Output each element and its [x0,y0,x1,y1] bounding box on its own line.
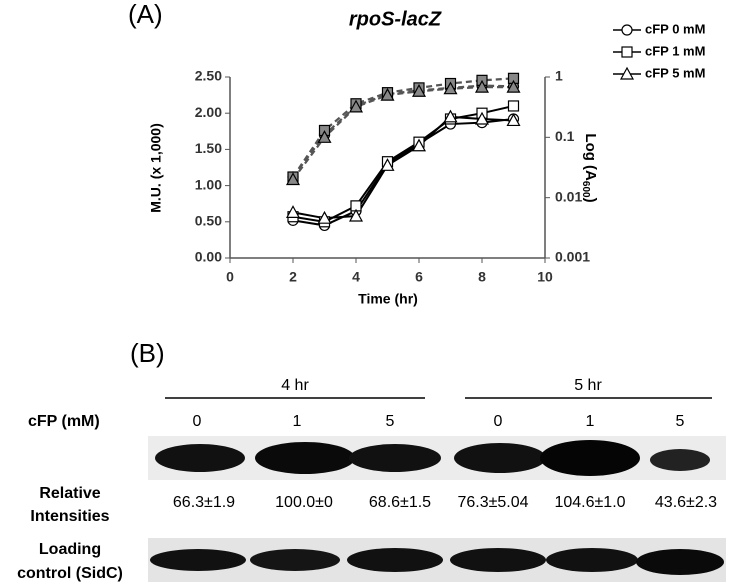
band [155,444,245,472]
band [349,444,441,472]
y2-line [292,86,514,181]
y2-point [443,81,458,95]
band [546,548,638,572]
y2-tick-label: 0.1 [555,128,575,144]
legend-label: cFP 5 mM [645,65,705,80]
y2-point [380,87,395,101]
lane-label: 1 [293,413,302,430]
point [317,210,332,224]
legend-label: cFP 1 mM [645,43,705,58]
point [474,111,490,125]
row-label: Intensities [30,508,109,525]
band [454,443,546,473]
x-tick-label: 4 [352,269,360,285]
y2-label-end: ) [582,198,599,203]
panel-label: (A) [128,0,163,29]
lane-label: 5 [386,413,395,430]
x-tick-label: 0 [226,269,234,285]
y-tick-label: 1.00 [195,176,222,192]
group-label: 4 hr [281,377,309,394]
intensity: 43.6±2.3 [655,494,717,511]
row-label: cFP (mM) [28,413,100,430]
band [255,442,355,474]
y-axis-label: M.U. (x 1,000) [148,123,164,212]
x-axis-label: Time (hr) [358,291,418,307]
legend-label: cFP 0 mM [645,21,705,36]
lane-label: 0 [494,413,503,430]
y-tick-label: 2.00 [195,104,222,120]
panel-label: (B) [130,338,165,368]
band [347,548,443,572]
lane-label: 5 [676,413,685,430]
y2-tick-label: 0.001 [555,249,590,265]
point [443,109,458,123]
row-label: Relative [39,485,100,502]
y2-axis-label: Log (A600) [580,133,599,202]
point [380,158,395,171]
intensity: 76.3±5.04 [457,494,528,511]
legend-marker [619,66,635,80]
chart-title: rpoS-lacZ [349,8,442,30]
y-tick-label: 1.50 [195,140,222,156]
x-tick-label: 8 [478,269,486,285]
group-label: 5 hr [574,377,602,394]
y2-tick-label: 0.01 [555,188,582,204]
point [507,100,520,112]
intensity: 68.6±1.5 [369,494,431,511]
band [540,440,640,476]
point [411,138,427,152]
row-label: control (SidC) [17,565,123,582]
y2-point [506,79,521,93]
y-tick-label: 0.50 [195,213,222,229]
y2-line [292,84,514,178]
y2-point [348,99,364,113]
lane-label: 0 [193,413,202,430]
y2-point [411,84,427,97]
intensity: 100.0±0 [275,494,333,511]
y-tick-label: 2.50 [195,68,222,84]
point [348,208,364,222]
y-tick-label: 0.00 [195,249,222,265]
band [650,449,710,471]
band [250,549,340,571]
x-tick-label: 6 [415,269,423,285]
x-tick-label: 10 [537,269,553,285]
band [150,549,246,571]
y2-tick-label: 1 [555,68,563,84]
intensity: 66.3±1.9 [173,494,235,511]
legend-marker [621,24,633,36]
point [285,205,301,218]
y2-point [474,79,490,93]
legend-marker [621,46,633,58]
point [506,113,521,127]
y2-label-sub: 600 [580,181,591,198]
lane-label: 1 [586,413,595,430]
band [636,549,724,575]
band [450,548,546,572]
x-tick-label: 2 [289,269,297,285]
y2-label-text: Log (A [582,133,599,181]
row-label: Loading [39,541,101,558]
y2-point [285,172,301,186]
intensity: 104.6±1.0 [554,494,625,511]
y2-point [317,130,332,143]
